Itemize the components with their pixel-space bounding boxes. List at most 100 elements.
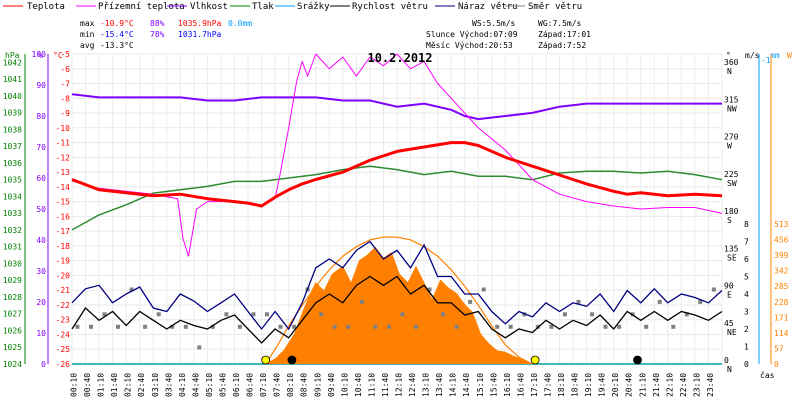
dir-tick-value: 225 (724, 170, 739, 179)
x-tick-label: 14:40 (462, 373, 471, 397)
x-tick-label: 19:40 (598, 373, 607, 397)
dir-tick-label: W (727, 142, 732, 151)
hum-tick-label: 60 (36, 174, 46, 183)
wind-direction-point (549, 324, 554, 329)
stats-max-hum: 88% (150, 19, 165, 28)
series-tlak (71, 165, 723, 231)
wind-direction-point (346, 324, 351, 329)
x-tick-label: 12:40 (408, 373, 417, 397)
wind-direction-point (427, 287, 432, 292)
wind-direction-point (143, 324, 148, 329)
legend-srazky: Srážky (297, 2, 330, 12)
temp-tick-label: -22 (56, 301, 71, 310)
press-tick-label: 1028 (3, 293, 22, 302)
x-tick-label: 04:40 (191, 373, 200, 397)
x-tick-label: 21:10 (638, 373, 647, 397)
wind-direction-point (400, 312, 405, 317)
press-tick-label: 1039 (3, 109, 22, 118)
wind-direction-point (441, 312, 445, 317)
dir-tick-label: NE (727, 328, 737, 337)
x-tick-label: 23:40 (706, 373, 715, 397)
w-tick-label: 0 (774, 360, 779, 369)
stats-max-temp: -10.9°C (100, 19, 134, 28)
press-tick-label: 1040 (3, 92, 22, 101)
wind-direction-point (102, 312, 107, 317)
sun-marker-icon (261, 355, 271, 365)
w-tick-label: 171 (774, 313, 789, 322)
moon-marker-icon (287, 355, 297, 365)
legend-rychlost-vetru: Rychlost větru (352, 2, 428, 12)
stats-wind-ws: WS:5.5m/s (472, 19, 516, 28)
x-tick-label: 21:40 (652, 373, 661, 397)
press-tick-label: 1025 (3, 343, 22, 352)
wind-ms-tick-label: 3 (744, 308, 749, 317)
press-tick-label: 1036 (3, 159, 22, 168)
stats-min-label: min (80, 30, 95, 39)
x-tick-label: 05:40 (219, 373, 228, 397)
wind-direction-point (590, 312, 594, 317)
wind-direction-point (495, 324, 500, 329)
press-tick-label: 1033 (3, 209, 22, 218)
stats-min-hum: 78% (150, 30, 165, 39)
x-axis-label: čas (760, 370, 775, 380)
temp-tick-label: -17 (56, 227, 71, 236)
temp-tick-label: -24 (56, 331, 71, 340)
press-tick-label: 1024 (3, 360, 22, 369)
hum-tick-label: 0 (41, 360, 46, 369)
grid (71, 53, 723, 365)
temp-tick-label: -19 (56, 257, 71, 266)
wind-direction-point (508, 324, 513, 329)
wind-ms-tick-label: 4 (744, 290, 749, 299)
press-tick-label: 1026 (3, 327, 22, 336)
x-tick-label: 10:10 (340, 373, 349, 397)
moon-set: Západ:7:52 (538, 41, 586, 50)
x-tick-label: 06:40 (246, 373, 255, 397)
x-tick-label: 09:40 (327, 373, 336, 397)
dir-tick-value: 360 (724, 58, 739, 67)
w-tick-label: 399 (774, 251, 789, 260)
legend: Teplota Přízemní teplota Vlhkost Tlak Sr… (3, 2, 582, 12)
series-prizemni-teplota (71, 53, 723, 257)
wind-direction-point (183, 324, 188, 329)
press-tick-label: 1038 (3, 125, 22, 134)
temp-tick-label: -18 (56, 242, 71, 251)
legend-prizemni-teplota: Přízemní teplota (98, 2, 185, 12)
x-tick-label: 03:10 (151, 373, 160, 397)
stats-max-label: max (80, 19, 95, 28)
wind-direction-point (197, 345, 202, 350)
stats-min-press: 1031.7hPa (178, 30, 222, 39)
wind-direction-point (210, 324, 215, 329)
press-tick-label: 1027 (3, 310, 22, 319)
x-tick-label: 18:10 (557, 373, 566, 397)
press-tick-label: 1034 (3, 192, 22, 201)
dir-tick-label: SW (727, 179, 737, 188)
hum-tick-label: 10 (36, 329, 46, 338)
press-tick-label: 1042 (3, 58, 22, 67)
hum-tick-label: 70 (36, 143, 46, 152)
press-tick-label: 1029 (3, 276, 22, 285)
press-unit-label: hPa (5, 51, 20, 60)
moon-marker-icon (633, 355, 642, 365)
chart-title: 10.2.2012 (367, 51, 432, 65)
wind-ms-tick-label: 1 (744, 343, 749, 352)
x-tick-label: 02:10 (124, 373, 133, 397)
x-tick-label: 08:10 (286, 373, 295, 397)
wind-direction-point (170, 324, 175, 329)
wind-direction-point (292, 324, 297, 329)
wind-direction-point (671, 324, 676, 329)
series-solar-radiation (264, 246, 533, 364)
wind-direction-point (319, 312, 324, 317)
x-tick-label: 01:40 (110, 373, 119, 397)
wind-direction-point (237, 324, 242, 329)
w-tick-label: 285 (774, 282, 789, 291)
stats-block: max -10.9°C 88% 1035.9hPa 0.0mm min -15.… (80, 19, 591, 50)
dir-tick-value: 135 (724, 244, 739, 253)
x-tick-label: 04:10 (178, 373, 187, 397)
dir-tick-value: 180 (724, 207, 739, 216)
x-tick-label: 12:10 (395, 373, 404, 397)
temp-tick-label: -5 (60, 50, 70, 59)
x-tick-label: 22:10 (665, 373, 674, 397)
temp-tick-label: -26 (56, 360, 71, 369)
hum-tick-label: 90 (36, 81, 46, 90)
x-tick-label: 13:40 (435, 373, 444, 397)
